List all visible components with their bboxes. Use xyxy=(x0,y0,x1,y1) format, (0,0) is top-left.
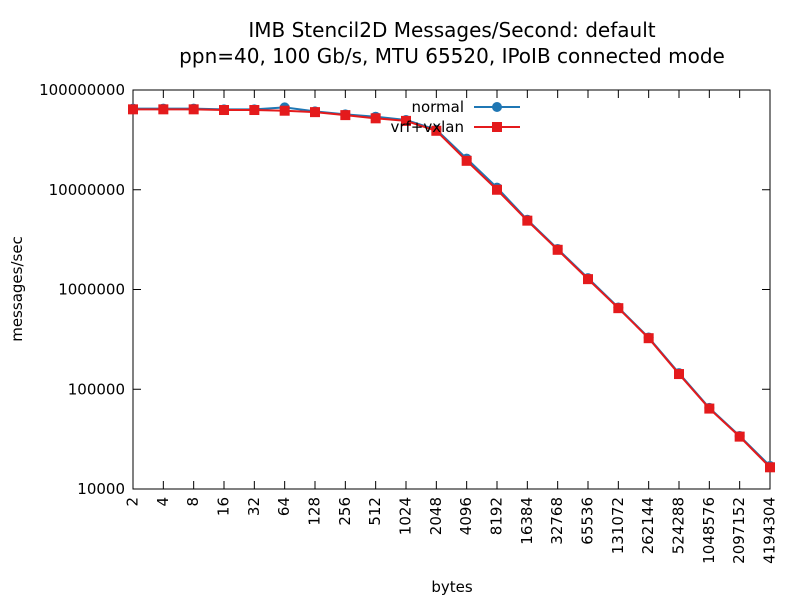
series-line xyxy=(133,108,771,469)
x-tick-label: 524288 xyxy=(670,497,688,554)
data-point xyxy=(158,104,169,115)
x-tick-label: 4 xyxy=(154,497,172,507)
y-tick-label: 1000000 xyxy=(58,281,125,299)
y-tick-label: 100000 xyxy=(68,380,125,398)
x-axis: 2 4 8 16 32 64 128 256 512 1024 2048 4096 8192 16384 3… xyxy=(124,90,779,564)
y-tick-label: 10000000 xyxy=(49,181,125,199)
data-point xyxy=(279,105,290,116)
x-tick-label: 4096 xyxy=(457,497,475,535)
x-tick-label: 2048 xyxy=(427,497,445,535)
data-point xyxy=(188,104,199,115)
x-tick-label: 512 xyxy=(366,497,384,526)
data-point xyxy=(310,107,320,118)
x-tick-label: 32 xyxy=(245,497,263,516)
x-axis-label: bytes xyxy=(431,578,473,596)
x-tick-label: 262144 xyxy=(639,497,657,554)
legend-label: normal xyxy=(411,98,464,116)
y-axis: 10000 100000 1000000 10000000 100000000 xyxy=(39,81,770,498)
data-point xyxy=(583,274,593,285)
y-tick-label: 10000 xyxy=(77,480,125,498)
x-tick-label: 2097152 xyxy=(730,497,748,564)
data-point xyxy=(128,104,138,115)
x-tick-label: 8 xyxy=(184,497,202,507)
x-tick-label: 65536 xyxy=(579,497,597,545)
x-tick-label: 1048576 xyxy=(700,497,718,564)
x-tick-label: 64 xyxy=(275,497,293,516)
data-point xyxy=(249,105,260,116)
legend-marker xyxy=(492,122,502,132)
data-point xyxy=(370,113,381,124)
chart-subtitle: ppn=40, 100 Gb/s, MTU 65520, IPoIB conne… xyxy=(179,44,725,68)
x-tick-label: 128 xyxy=(306,497,324,526)
x-tick-label: 131072 xyxy=(609,497,627,554)
x-tick-label: 1024 xyxy=(397,497,415,535)
x-tick-label: 32768 xyxy=(548,497,566,545)
data-point xyxy=(340,110,351,121)
x-tick-label: 8192 xyxy=(488,497,506,535)
data-point xyxy=(461,155,472,166)
chart-title: IMB Stencil2D Messages/Second: default xyxy=(248,18,655,42)
data-point xyxy=(522,215,533,226)
data-point xyxy=(219,105,229,116)
x-tick-label: 2 xyxy=(124,497,142,507)
data-point xyxy=(765,462,775,473)
data-point xyxy=(401,115,411,126)
x-tick-label: 4194304 xyxy=(761,497,779,564)
data-point xyxy=(734,431,745,442)
y-tick-label: 100000000 xyxy=(39,81,125,99)
y-axis-label: messages/sec xyxy=(8,236,26,342)
series-layer xyxy=(128,102,775,473)
data-point xyxy=(492,184,502,195)
data-point xyxy=(674,369,684,380)
x-tick-label: 256 xyxy=(336,497,354,526)
data-point xyxy=(552,244,563,255)
data-point xyxy=(613,303,624,314)
data-point xyxy=(704,403,715,414)
legend-label: vrf+vxlan xyxy=(390,118,464,136)
x-tick-label: 16384 xyxy=(518,497,536,545)
legend-marker xyxy=(492,102,502,112)
x-tick-label: 16 xyxy=(215,497,233,516)
legend: normal vrf+vxlan xyxy=(390,98,520,136)
data-point xyxy=(431,125,442,136)
data-point xyxy=(643,333,654,344)
series-1 xyxy=(128,104,775,473)
